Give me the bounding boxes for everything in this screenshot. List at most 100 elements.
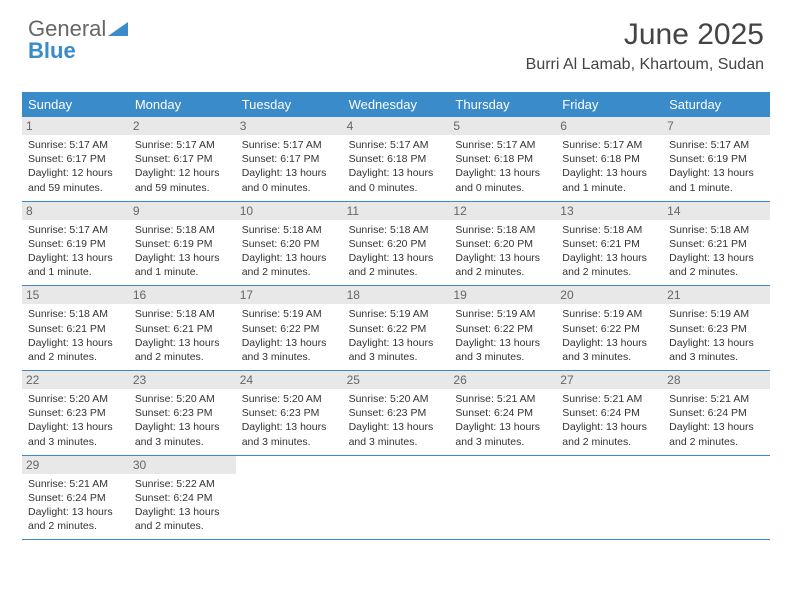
day-info-line: Daylight: 13 hours [562, 251, 657, 265]
day-info-line: Sunset: 6:24 PM [562, 406, 657, 420]
day-info-line: and 1 minute. [28, 265, 123, 279]
day-cell: 2Sunrise: 5:17 AMSunset: 6:17 PMDaylight… [129, 117, 236, 201]
week-row: 1 Sunrise: 5:17 AM Sunset: 6:17 PM Daylight… [22, 117, 770, 202]
day-info-line: Daylight: 13 hours [455, 166, 550, 180]
day-info-line: Sunset: 6:23 PM [135, 406, 230, 420]
date-number: 22 [22, 371, 129, 389]
day-info-line: Sunrise: 5:18 AM [242, 223, 337, 237]
date-number: 4 [343, 117, 450, 135]
day-info-line: Daylight: 13 hours [669, 420, 764, 434]
date-number: 7 [663, 117, 770, 135]
weekday-header-row: Sunday Monday Tuesday Wednesday Thursday… [22, 92, 770, 117]
day-info-line: Sunrise: 5:19 AM [242, 307, 337, 321]
day-cell: 22 Sunrise: 5:20 AMSunset: 6:23 PMDayligh… [22, 371, 129, 455]
day-info-line: Sunset: 6:22 PM [455, 322, 550, 336]
date-number: 29 [22, 456, 129, 474]
date-number: 24 [236, 371, 343, 389]
day-info-line: Sunset: 6:20 PM [242, 237, 337, 251]
day-info-line: and 2 minutes. [242, 265, 337, 279]
day-cell: 25Sunrise: 5:20 AMSunset: 6:23 PMDayligh… [343, 371, 450, 455]
day-info-line: Daylight: 13 hours [135, 336, 230, 350]
day-info-line: Daylight: 13 hours [669, 336, 764, 350]
day-info-line: and 2 minutes. [562, 435, 657, 449]
day-info-line: and 2 minutes. [669, 435, 764, 449]
day-cell [556, 456, 663, 540]
day-info-line: Daylight: 13 hours [28, 336, 123, 350]
logo-triangle-icon [108, 18, 128, 40]
date-number: 10 [236, 202, 343, 220]
day-cell: 29Sunrise: 5:21 AMSunset: 6:24 PMDayligh… [22, 456, 129, 540]
day-info-line: and 1 minute. [135, 265, 230, 279]
day-info-line: Daylight: 13 hours [135, 505, 230, 519]
day-info-line: Daylight: 13 hours [242, 336, 337, 350]
day-info-line: Sunset: 6:19 PM [669, 152, 764, 166]
day-cell: 13Sunrise: 5:18 AMSunset: 6:21 PMDayligh… [556, 202, 663, 286]
day-info-line: and 3 minutes. [562, 350, 657, 364]
day-info-line: and 2 minutes. [28, 519, 123, 533]
day-info-line: Sunrise: 5:18 AM [562, 223, 657, 237]
day-info-line: Sunset: 6:24 PM [28, 491, 123, 505]
day-info-line: Sunrise: 5:18 AM [669, 223, 764, 237]
day-info-line: Sunset: 6:23 PM [28, 406, 123, 420]
day-info-line: Daylight: 13 hours [562, 336, 657, 350]
day-info-line: and 1 minute. [562, 181, 657, 195]
day-info-line: Daylight: 13 hours [455, 251, 550, 265]
day-info-line: Daylight: 13 hours [562, 420, 657, 434]
weekday-header: Friday [556, 92, 663, 117]
day-info-line: Daylight: 13 hours [349, 166, 444, 180]
day-cell: 11Sunrise: 5:18 AMSunset: 6:20 PMDayligh… [343, 202, 450, 286]
day-cell: 3Sunrise: 5:17 AMSunset: 6:17 PMDaylight… [236, 117, 343, 201]
day-cell [449, 456, 556, 540]
page-header: General Blue June 2025 Burri Al Lamab, K… [0, 0, 792, 82]
day-info-line: Sunset: 6:22 PM [562, 322, 657, 336]
day-info-line: Sunset: 6:17 PM [242, 152, 337, 166]
day-cell: 4Sunrise: 5:17 AMSunset: 6:18 PMDaylight… [343, 117, 450, 201]
day-info-line: Sunrise: 5:18 AM [28, 307, 123, 321]
day-info-line: Daylight: 13 hours [28, 251, 123, 265]
day-info-line: Sunrise: 5:18 AM [349, 223, 444, 237]
day-info-line: Sunrise: 5:19 AM [455, 307, 550, 321]
day-cell: 7Sunrise: 5:17 AMSunset: 6:19 PMDaylight… [663, 117, 770, 201]
day-cell: 30Sunrise: 5:22 AMSunset: 6:24 PMDayligh… [129, 456, 236, 540]
day-cell: 14Sunrise: 5:18 AMSunset: 6:21 PMDayligh… [663, 202, 770, 286]
day-info-line: and 3 minutes. [349, 435, 444, 449]
day-info-line: and 3 minutes. [455, 435, 550, 449]
day-info-line: Sunrise: 5:17 AM [135, 138, 230, 152]
day-info-line: Sunset: 6:24 PM [669, 406, 764, 420]
title-block: June 2025 Burri Al Lamab, Khartoum, Suda… [526, 18, 764, 74]
date-number: 16 [129, 286, 236, 304]
day-info-line: and 3 minutes. [135, 435, 230, 449]
day-info-line: Daylight: 13 hours [349, 251, 444, 265]
date-number: 3 [236, 117, 343, 135]
day-cell: 26Sunrise: 5:21 AMSunset: 6:24 PMDayligh… [449, 371, 556, 455]
day-info-line: and 1 minute. [669, 181, 764, 195]
day-info-line: Sunrise: 5:17 AM [28, 223, 123, 237]
day-cell: 5Sunrise: 5:17 AMSunset: 6:18 PMDaylight… [449, 117, 556, 201]
day-info-line: Daylight: 12 hours [28, 166, 123, 180]
day-info-line: Sunrise: 5:17 AM [669, 138, 764, 152]
day-info-line: Sunrise: 5:20 AM [28, 392, 123, 406]
month-title: June 2025 [526, 18, 764, 52]
day-info-line: and 3 minutes. [669, 350, 764, 364]
date-number: 6 [556, 117, 663, 135]
day-cell: 20 Sunrise: 5:19 AMSunset: 6:22 PMDayligh… [556, 286, 663, 370]
date-number: 9 [129, 202, 236, 220]
day-cell: 28Sunrise: 5:21 AMSunset: 6:24 PMDayligh… [663, 371, 770, 455]
day-info-line: and 0 minutes. [455, 181, 550, 195]
date-number: 17 [236, 286, 343, 304]
day-info-line: Sunrise: 5:17 AM [562, 138, 657, 152]
day-cell: 24Sunrise: 5:20 AMSunset: 6:23 PMDayligh… [236, 371, 343, 455]
day-info-line: Sunset: 6:24 PM [135, 491, 230, 505]
day-info-line: Daylight: 13 hours [28, 420, 123, 434]
day-info-line: Sunrise: 5:19 AM [562, 307, 657, 321]
date-number: 11 [343, 202, 450, 220]
date-number: 20 [556, 286, 663, 304]
day-info-line: and 0 minutes. [349, 181, 444, 195]
day-info-line: and 3 minutes. [242, 350, 337, 364]
date-number: 25 [343, 371, 450, 389]
calendar: Sunday Monday Tuesday Wednesday Thursday… [22, 92, 770, 540]
date-number: 5 [449, 117, 556, 135]
day-cell: 16Sunrise: 5:18 AMSunset: 6:21 PMDayligh… [129, 286, 236, 370]
day-info-line: Daylight: 13 hours [242, 251, 337, 265]
date-number: 1 [22, 117, 129, 135]
